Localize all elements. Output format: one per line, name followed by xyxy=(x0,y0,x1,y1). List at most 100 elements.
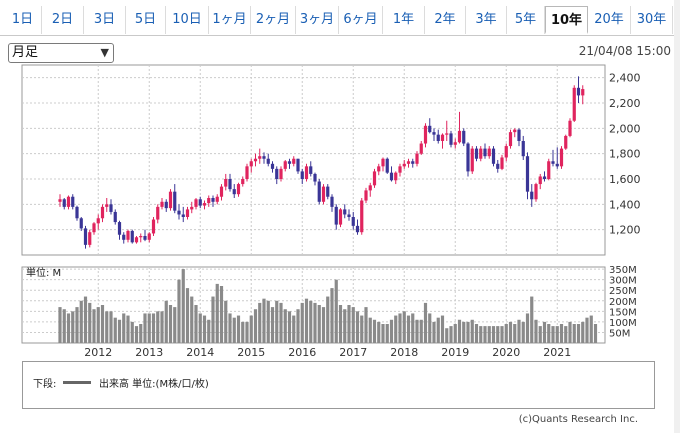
volume-tick-label: 300M xyxy=(609,276,637,287)
volume-bar xyxy=(534,319,538,343)
volume-bar xyxy=(372,319,377,343)
volume-bar xyxy=(151,313,156,343)
tab-6[interactable]: 2ヶ月 xyxy=(251,6,296,34)
candle-body xyxy=(538,176,542,185)
tab-8[interactable]: 6ヶ月 xyxy=(339,6,383,34)
candle-body xyxy=(525,156,530,192)
tab-2[interactable]: 3日 xyxy=(84,6,126,34)
candle-body xyxy=(326,186,330,197)
volume-bar xyxy=(304,298,309,343)
tab-11[interactable]: 3年 xyxy=(466,6,507,34)
tab-0[interactable]: 1日 xyxy=(4,6,42,34)
candle-body xyxy=(96,218,100,224)
volume-bar xyxy=(194,305,198,343)
candle-body xyxy=(287,161,292,164)
candle-body xyxy=(253,158,258,162)
candle-body xyxy=(151,219,156,234)
candle-body xyxy=(491,148,496,164)
candle-period-select[interactable]: 月足 ▼ xyxy=(8,43,114,63)
tab-13[interactable]: 10年 xyxy=(545,6,588,34)
candle-body xyxy=(113,211,117,223)
volume-bar xyxy=(411,313,415,343)
candle-body xyxy=(406,161,411,164)
candle-body xyxy=(423,125,428,144)
tab-4[interactable]: 10日 xyxy=(166,6,209,34)
candle-body xyxy=(181,214,185,217)
volume-bar xyxy=(126,315,130,343)
candle-body xyxy=(194,199,198,207)
tab-15[interactable]: 30年 xyxy=(631,6,673,34)
tab-14[interactable]: 20年 xyxy=(588,6,631,34)
volume-bar xyxy=(398,313,402,343)
candle-body xyxy=(513,129,517,133)
volume-bar xyxy=(559,324,564,343)
candle-body xyxy=(457,130,462,143)
volume-bar xyxy=(547,324,551,343)
volume-bar xyxy=(504,324,508,343)
volume-legend-label: 出来高 単位:(M株/口/枚) xyxy=(99,379,209,390)
volume-bar xyxy=(232,317,236,343)
candle-body xyxy=(428,125,432,133)
candle-body xyxy=(292,158,296,164)
candle-body xyxy=(317,181,321,202)
volume-bar xyxy=(321,307,326,343)
volume-bar xyxy=(564,326,568,343)
volume-bar xyxy=(508,321,513,343)
candle-body xyxy=(321,186,326,202)
tab-7[interactable]: 3ヶ月 xyxy=(296,6,339,34)
candle-body xyxy=(215,196,219,202)
candle-body xyxy=(385,158,389,173)
candle-body xyxy=(62,199,66,207)
candle-body xyxy=(568,120,572,136)
volume-bar xyxy=(449,326,453,343)
price-tick-label: 1,400 xyxy=(609,198,641,211)
candle-body xyxy=(432,132,436,135)
volume-bar xyxy=(330,288,334,343)
volume-bar xyxy=(377,321,381,343)
volume-bar xyxy=(198,313,202,343)
candle-body xyxy=(211,198,215,202)
volume-bar xyxy=(71,311,75,343)
year-tick-label: 2013 xyxy=(135,346,163,359)
tab-9[interactable]: 1年 xyxy=(383,6,425,34)
volume-bar xyxy=(474,324,479,343)
volume-bar xyxy=(585,317,589,343)
candle-body xyxy=(436,134,440,141)
volume-bar xyxy=(92,309,96,343)
volume-bar xyxy=(589,315,593,343)
tab-10[interactable]: 2年 xyxy=(425,6,466,34)
page-scrollbar[interactable] xyxy=(674,0,680,433)
volume-bar xyxy=(181,269,185,343)
candle-body xyxy=(249,161,253,167)
candle-body xyxy=(389,172,394,181)
tab-12[interactable]: 5年 xyxy=(507,6,545,34)
volume-bar xyxy=(113,317,117,343)
candle-body xyxy=(241,179,245,185)
volume-bar xyxy=(415,319,419,343)
candle-body xyxy=(71,196,75,207)
candle-body xyxy=(147,233,151,240)
volume-bar xyxy=(275,300,279,343)
volume-bar xyxy=(130,321,134,343)
tab-3[interactable]: 5日 xyxy=(126,6,166,34)
candle-body xyxy=(283,161,287,169)
candle-body xyxy=(377,166,381,172)
candle-body xyxy=(275,168,279,179)
volume-bar xyxy=(487,326,491,343)
candle-body xyxy=(185,209,190,217)
tab-5[interactable]: 1ヶ月 xyxy=(209,6,251,34)
volume-bar xyxy=(445,328,449,343)
candle-body xyxy=(343,209,347,215)
volume-bar xyxy=(88,302,92,343)
candle-body xyxy=(100,206,105,219)
volume-bar xyxy=(436,317,440,343)
candle-body xyxy=(173,191,177,211)
volume-bar xyxy=(287,311,292,343)
candle-body xyxy=(483,148,487,157)
year-tick-label: 2014 xyxy=(186,346,214,359)
candle-body xyxy=(555,163,559,167)
candle-body xyxy=(466,143,470,172)
tab-1[interactable]: 2日 xyxy=(42,6,84,34)
volume-bar xyxy=(296,309,300,343)
